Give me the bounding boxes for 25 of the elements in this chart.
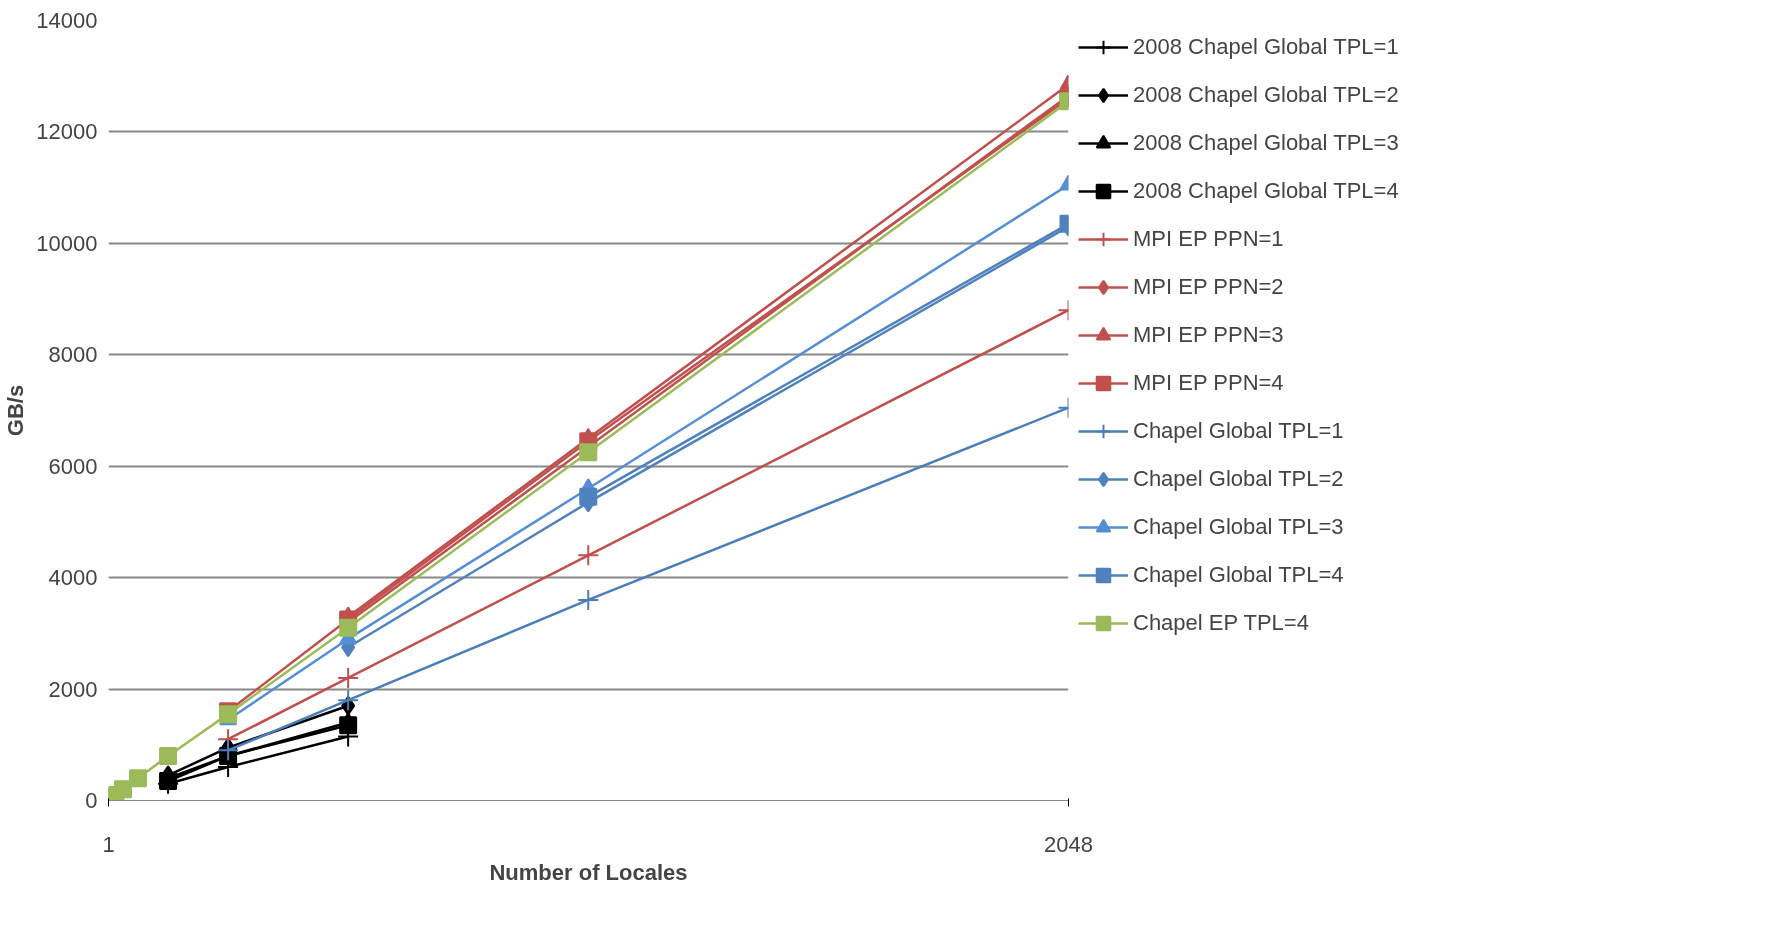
- legend-label: MPI EP PPN=1: [1133, 225, 1284, 253]
- legend-label: Chapel Global TPL=3: [1133, 513, 1344, 541]
- x-axis-title: Number of Locales: [489, 859, 688, 885]
- legend-label: MPI EP PPN=3: [1133, 321, 1284, 349]
- legend-label: Chapel EP TPL=4: [1133, 609, 1309, 637]
- legend-label: 2008 Chapel Global TPL=3: [1133, 129, 1399, 157]
- legend-label: 2008 Chapel Global TPL=4: [1133, 177, 1399, 205]
- legend-label: MPI EP PPN=2: [1133, 273, 1284, 301]
- y-tick-label: 2000: [48, 676, 98, 702]
- legend-label: Chapel Global TPL=4: [1133, 561, 1344, 589]
- y-tick-label: 0: [85, 788, 98, 813]
- y-tick-label: 4000: [48, 565, 98, 591]
- y-tick-label: 6000: [48, 453, 98, 479]
- legend-label: 2008 Chapel Global TPL=2: [1133, 81, 1399, 109]
- y-tick-label: 10000: [36, 230, 98, 256]
- legend-label: 2008 Chapel Global TPL=1: [1133, 33, 1399, 61]
- y-tick-label: 14000: [36, 8, 98, 33]
- y-tick-label: 8000: [48, 342, 98, 368]
- legend-label: MPI EP PPN=4: [1133, 369, 1284, 397]
- legend-label: Chapel Global TPL=2: [1133, 465, 1344, 493]
- legend-label: Chapel Global TPL=1: [1133, 417, 1344, 445]
- x-tick-label: 1: [102, 831, 115, 857]
- y-axis-title: GB/s: [3, 384, 29, 437]
- y-tick-label: 12000: [36, 119, 98, 145]
- x-tick-label: 2048: [1044, 831, 1093, 857]
